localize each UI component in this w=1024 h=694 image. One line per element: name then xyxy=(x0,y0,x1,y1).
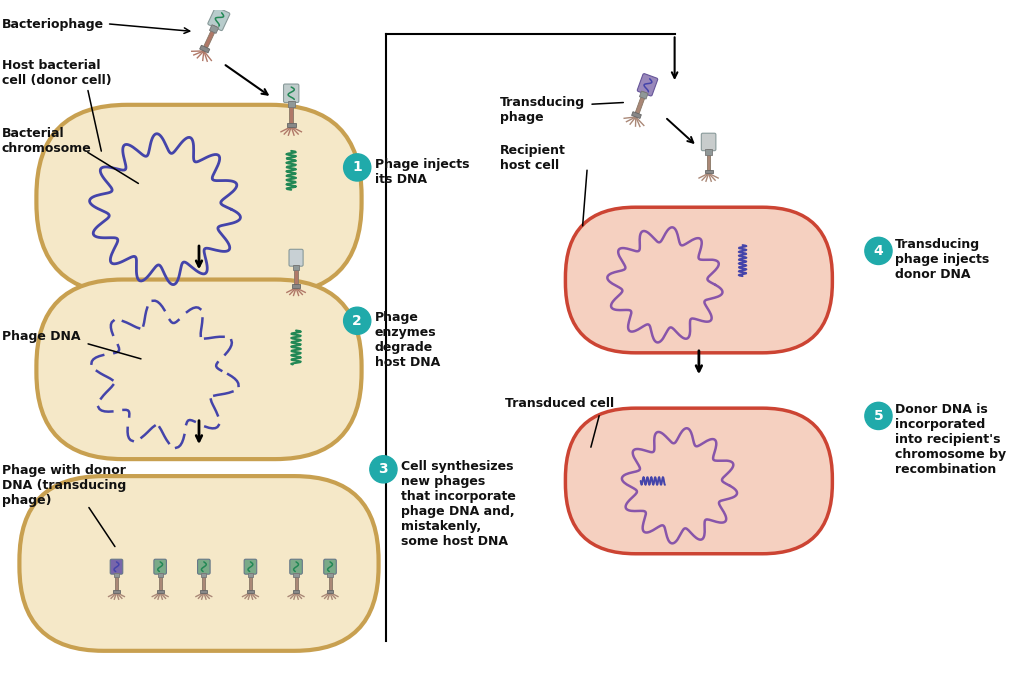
Bar xyxy=(289,101,293,123)
Bar xyxy=(115,573,118,590)
Text: Cell synthesizes
new phages
that incorporate
phage DNA and,
mistakenly,
some hos: Cell synthesizes new phages that incorpo… xyxy=(400,459,516,548)
Bar xyxy=(210,25,219,33)
Bar xyxy=(203,573,206,590)
Bar xyxy=(635,92,646,114)
Text: 1: 1 xyxy=(352,160,362,174)
FancyBboxPatch shape xyxy=(111,559,123,574)
Bar xyxy=(113,590,120,593)
Text: 2: 2 xyxy=(352,314,362,328)
FancyBboxPatch shape xyxy=(154,559,167,574)
Bar xyxy=(292,285,300,288)
Bar xyxy=(706,149,712,155)
FancyBboxPatch shape xyxy=(208,7,229,31)
Bar xyxy=(707,149,711,169)
FancyBboxPatch shape xyxy=(565,408,833,554)
Bar xyxy=(294,573,299,577)
Text: 3: 3 xyxy=(379,462,388,476)
Bar xyxy=(639,91,648,99)
Bar xyxy=(293,590,299,593)
Bar xyxy=(157,590,164,593)
Bar xyxy=(204,26,217,48)
Bar xyxy=(249,573,252,590)
FancyBboxPatch shape xyxy=(244,559,257,574)
Bar xyxy=(705,169,713,174)
Bar xyxy=(328,573,333,577)
Bar xyxy=(247,590,254,593)
FancyBboxPatch shape xyxy=(37,280,361,459)
Bar xyxy=(158,573,163,577)
Text: Phage
enzymes
degrade
host DNA: Phage enzymes degrade host DNA xyxy=(375,311,440,369)
Bar xyxy=(632,112,641,119)
Text: Phage DNA: Phage DNA xyxy=(2,330,81,344)
FancyBboxPatch shape xyxy=(701,133,716,151)
FancyBboxPatch shape xyxy=(637,74,657,96)
Text: Recipient
host cell: Recipient host cell xyxy=(500,144,566,172)
Bar xyxy=(114,573,119,577)
FancyBboxPatch shape xyxy=(37,105,361,294)
Text: Phage injects
its DNA: Phage injects its DNA xyxy=(375,158,469,186)
FancyBboxPatch shape xyxy=(198,559,210,574)
FancyBboxPatch shape xyxy=(565,208,833,353)
Text: Phage with donor
DNA (transducing
phage): Phage with donor DNA (transducing phage) xyxy=(2,464,126,507)
Text: Transduced cell: Transduced cell xyxy=(505,396,613,409)
Text: 5: 5 xyxy=(873,409,884,423)
Circle shape xyxy=(370,456,397,483)
Bar xyxy=(288,101,295,107)
Bar xyxy=(293,264,299,270)
Bar xyxy=(294,264,298,285)
FancyBboxPatch shape xyxy=(324,559,336,574)
Bar xyxy=(159,573,162,590)
FancyBboxPatch shape xyxy=(19,476,379,651)
Bar xyxy=(248,573,253,577)
Text: Host bacterial
cell (donor cell): Host bacterial cell (donor cell) xyxy=(2,59,112,87)
Circle shape xyxy=(865,237,892,264)
Bar xyxy=(295,573,298,590)
FancyBboxPatch shape xyxy=(290,559,302,574)
Text: Transducing
phage injects
donor DNA: Transducing phage injects donor DNA xyxy=(895,238,989,281)
Text: Bacterial
chromosome: Bacterial chromosome xyxy=(2,127,92,155)
Circle shape xyxy=(344,307,371,335)
FancyBboxPatch shape xyxy=(289,249,303,266)
Text: Bacteriophage: Bacteriophage xyxy=(2,18,104,31)
Bar xyxy=(201,573,207,577)
Circle shape xyxy=(865,403,892,430)
Text: Donor DNA is
incorporated
into recipient's
chromosome by
recombination: Donor DNA is incorporated into recipient… xyxy=(895,403,1007,476)
Text: Transducing
phage: Transducing phage xyxy=(500,96,585,124)
Bar xyxy=(200,45,210,53)
Text: 4: 4 xyxy=(873,244,884,258)
Bar xyxy=(201,590,207,593)
Bar xyxy=(287,123,296,127)
Bar xyxy=(327,590,334,593)
Circle shape xyxy=(344,154,371,181)
Bar xyxy=(329,573,332,590)
FancyBboxPatch shape xyxy=(284,84,299,103)
